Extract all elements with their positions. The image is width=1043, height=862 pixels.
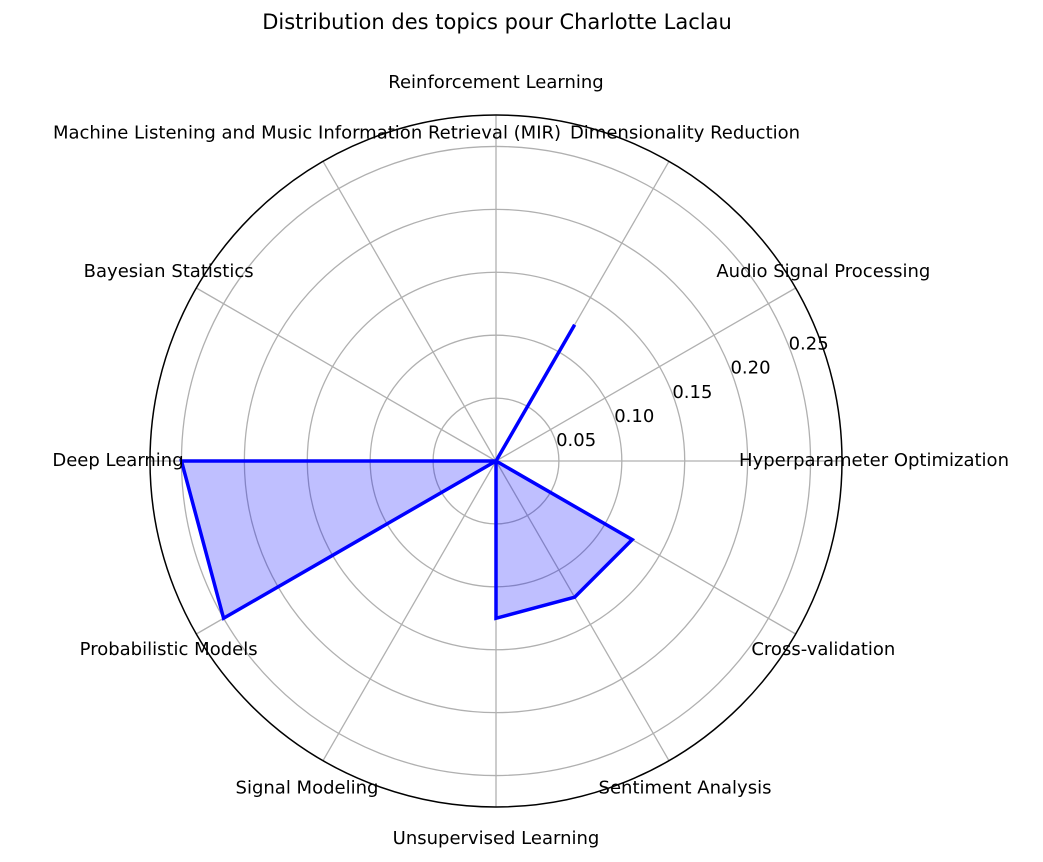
- category-label: Signal Modeling: [236, 777, 379, 798]
- chart-title: Distribution des topics pour Charlotte L…: [262, 10, 732, 34]
- category-label: Probabilistic Models: [80, 639, 258, 660]
- category-label: Cross-validation: [751, 639, 895, 660]
- category-label: Dimensionality Reduction: [570, 123, 800, 144]
- category-label: Unsupervised Learning: [393, 828, 600, 849]
- polar-frame: [149, 114, 843, 808]
- grid-spoke-1: [495, 287, 796, 462]
- category-label: Bayesian Statistics: [84, 261, 254, 282]
- grid-spoke-8: [322, 460, 497, 761]
- category-label: Sentiment Analysis: [599, 777, 772, 798]
- category-label: Hyperparameter Optimization: [739, 450, 1009, 471]
- r-tick-label: 0.05: [556, 430, 596, 451]
- category-label: Reinforcement Learning: [388, 72, 603, 93]
- category-label: Deep Learning: [52, 450, 183, 471]
- r-tick-label: 0.15: [672, 382, 712, 403]
- category-label: Audio Signal Processing: [716, 261, 930, 282]
- category-label: Machine Listening and Music Information …: [53, 123, 561, 144]
- series-line: [179, 323, 636, 621]
- r-tick-label: 0.25: [789, 334, 829, 355]
- series-fill: [181, 324, 633, 619]
- grid-spoke-4: [322, 161, 497, 462]
- r-tick-label: 0.10: [614, 406, 654, 427]
- r-tick-label: 0.20: [730, 358, 770, 379]
- grid-spoke-10: [495, 460, 670, 761]
- grid-spoke-5: [196, 287, 497, 462]
